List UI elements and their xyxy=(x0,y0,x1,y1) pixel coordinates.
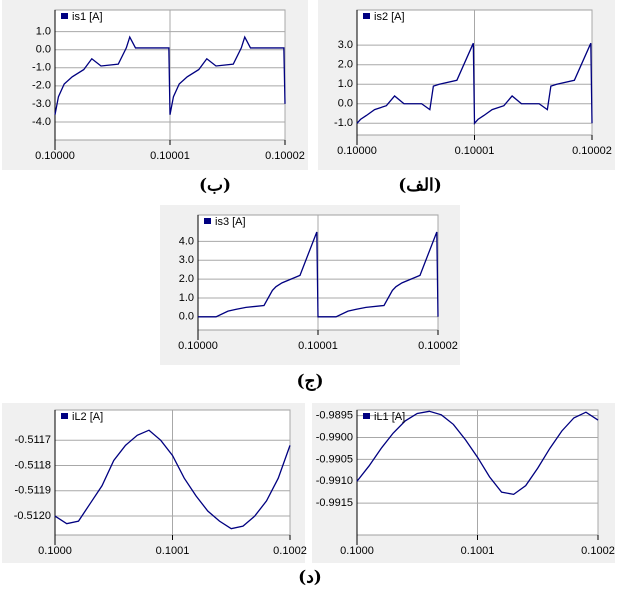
y-tick-label: 0.0 xyxy=(36,44,51,56)
series-line xyxy=(356,42,593,125)
y-tick-label: 3.0 xyxy=(179,254,194,266)
y-tick-label: -0.5119 xyxy=(15,485,52,497)
y-tick-label: -0.9915 xyxy=(316,497,353,509)
x-tick-label: 0.1000 xyxy=(340,545,374,557)
y-tick-label: 0.0 xyxy=(179,311,194,323)
y-tick-label: 1.0 xyxy=(338,78,353,90)
y-tick-label: 0.0 xyxy=(338,98,353,110)
x-tick-label: 0.1002 xyxy=(273,545,307,557)
caption: (ب) xyxy=(199,176,231,196)
caption: (د) xyxy=(298,568,322,588)
legend-label: iL2 [A] xyxy=(72,411,103,423)
y-tick-label: 3.0 xyxy=(338,39,353,51)
legend-label: is3 [A] xyxy=(215,216,246,228)
series-line xyxy=(198,231,439,318)
x-tick-label: 0.1001 xyxy=(156,545,190,557)
x-tick-label: 0.10002 xyxy=(265,150,305,162)
x-tick-label: 0.10002 xyxy=(572,145,612,157)
y-tick-label: -2.0 xyxy=(32,80,51,92)
legend-label: is1 [A] xyxy=(72,11,103,23)
legend-swatch xyxy=(61,13,68,19)
legend-swatch xyxy=(204,218,211,224)
x-tick-label: 0.1002 xyxy=(581,545,615,557)
y-tick-label: 4.0 xyxy=(179,235,194,247)
y-tick-label: -0.9910 xyxy=(316,475,353,487)
series-line xyxy=(54,429,291,530)
y-tick-label: -1.0 xyxy=(334,117,353,129)
y-tick-label: -0.5120 xyxy=(14,510,51,522)
x-tick-label: 0.10000 xyxy=(337,145,377,157)
legend-swatch xyxy=(363,13,370,19)
x-tick-label: 0.10001 xyxy=(455,145,495,157)
y-tick-label: 2.0 xyxy=(338,59,353,71)
x-tick-label: 0.10000 xyxy=(35,150,75,162)
y-tick-label: 1.0 xyxy=(36,26,51,38)
series-line xyxy=(356,410,599,496)
series-line xyxy=(54,35,286,115)
y-tick-label: -0.9900 xyxy=(316,431,353,443)
y-tick-label: -0.9895 xyxy=(316,410,353,422)
x-tick-label: 0.10001 xyxy=(150,150,190,162)
x-tick-label: 0.1001 xyxy=(461,545,495,557)
x-tick-label: 0.10002 xyxy=(418,340,458,352)
y-tick-label: -0.9905 xyxy=(316,453,353,465)
y-tick-label: 2.0 xyxy=(179,273,194,285)
x-tick-label: 0.10001 xyxy=(298,340,338,352)
x-tick-label: 0.1000 xyxy=(38,545,72,557)
x-tick-label: 0.10000 xyxy=(178,340,218,352)
legend-label: iL1 [A] xyxy=(374,411,405,423)
y-tick-label: 1.0 xyxy=(179,292,194,304)
caption: (الف) xyxy=(398,176,442,196)
caption: (ج) xyxy=(296,372,323,392)
legend-swatch xyxy=(363,413,370,419)
y-tick-label: -0.5118 xyxy=(15,459,52,471)
legend-swatch xyxy=(61,413,68,419)
y-tick-label: -0.5117 xyxy=(15,434,52,446)
y-tick-label: -3.0 xyxy=(32,98,51,110)
y-tick-label: -4.0 xyxy=(32,116,51,128)
legend-label: is2 [A] xyxy=(374,11,405,23)
y-tick-label: -1.0 xyxy=(32,62,51,74)
